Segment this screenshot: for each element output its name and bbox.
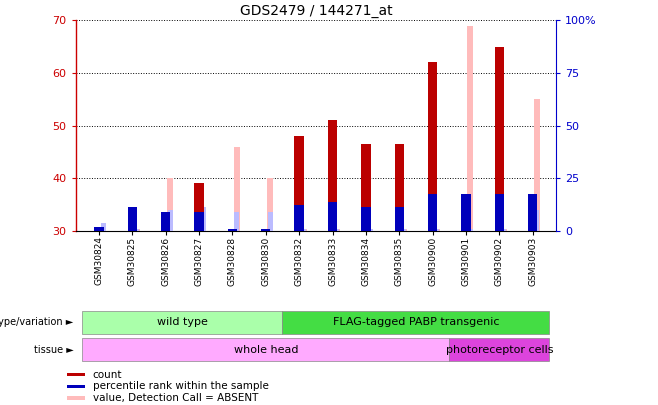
Bar (361, 207, 370, 231)
Bar (528, 194, 538, 231)
Bar (368, 229, 372, 231)
Bar (301, 229, 307, 231)
Bar (201, 229, 207, 231)
Bar (228, 229, 237, 231)
Bar (334, 229, 340, 231)
Bar (234, 147, 240, 231)
Bar (268, 212, 272, 231)
Bar (194, 183, 204, 231)
Bar (161, 212, 170, 231)
Bar (134, 229, 139, 231)
Bar (201, 207, 206, 231)
Text: whole head: whole head (234, 345, 298, 354)
Bar (428, 194, 438, 231)
Bar (167, 178, 173, 231)
Bar (501, 229, 507, 231)
Bar (228, 229, 237, 231)
Bar (67, 396, 85, 400)
Bar (101, 229, 107, 231)
Text: tissue ►: tissue ► (34, 345, 74, 354)
Bar (395, 144, 404, 231)
Bar (434, 229, 440, 231)
Bar (534, 99, 540, 231)
Text: genotype/variation ►: genotype/variation ► (0, 318, 74, 327)
Bar (282, 311, 549, 334)
Bar (461, 194, 470, 231)
Text: percentile rank within the sample: percentile rank within the sample (93, 382, 268, 391)
Bar (401, 229, 406, 231)
Bar (67, 385, 85, 388)
Bar (501, 229, 506, 231)
Bar (82, 338, 449, 361)
Bar (234, 212, 240, 231)
Bar (94, 229, 104, 231)
Bar (495, 194, 504, 231)
Text: count: count (93, 370, 122, 380)
Bar (361, 144, 370, 231)
Bar (101, 223, 106, 231)
Text: value, Detection Call = ABSENT: value, Detection Call = ABSENT (93, 393, 258, 403)
Bar (468, 229, 473, 231)
Title: GDS2479 / 144271_at: GDS2479 / 144271_at (240, 4, 392, 18)
Bar (161, 215, 170, 231)
Bar (328, 202, 337, 231)
Bar (428, 62, 438, 231)
Bar (461, 229, 470, 231)
Bar (301, 229, 306, 231)
Bar (82, 311, 282, 334)
Bar (295, 205, 304, 231)
Bar (194, 212, 204, 231)
Bar (261, 229, 270, 231)
Bar (328, 120, 337, 231)
Text: FLAG-tagged PABP transgenic: FLAG-tagged PABP transgenic (333, 318, 499, 327)
Bar (134, 229, 139, 231)
Bar (528, 229, 538, 231)
Bar (395, 207, 404, 231)
Bar (67, 373, 85, 376)
Bar (495, 47, 504, 231)
Bar (267, 178, 273, 231)
Bar (128, 210, 137, 231)
Bar (295, 136, 304, 231)
Bar (367, 229, 373, 231)
Bar (434, 229, 440, 231)
Text: wild type: wild type (157, 318, 208, 327)
Bar (94, 227, 104, 231)
Bar (534, 210, 540, 231)
Bar (467, 26, 473, 231)
Bar (449, 338, 549, 361)
Text: photoreceptor cells: photoreceptor cells (445, 345, 553, 354)
Bar (168, 210, 172, 231)
Bar (128, 207, 137, 231)
Bar (401, 229, 407, 231)
Bar (334, 229, 340, 231)
Bar (261, 229, 270, 231)
